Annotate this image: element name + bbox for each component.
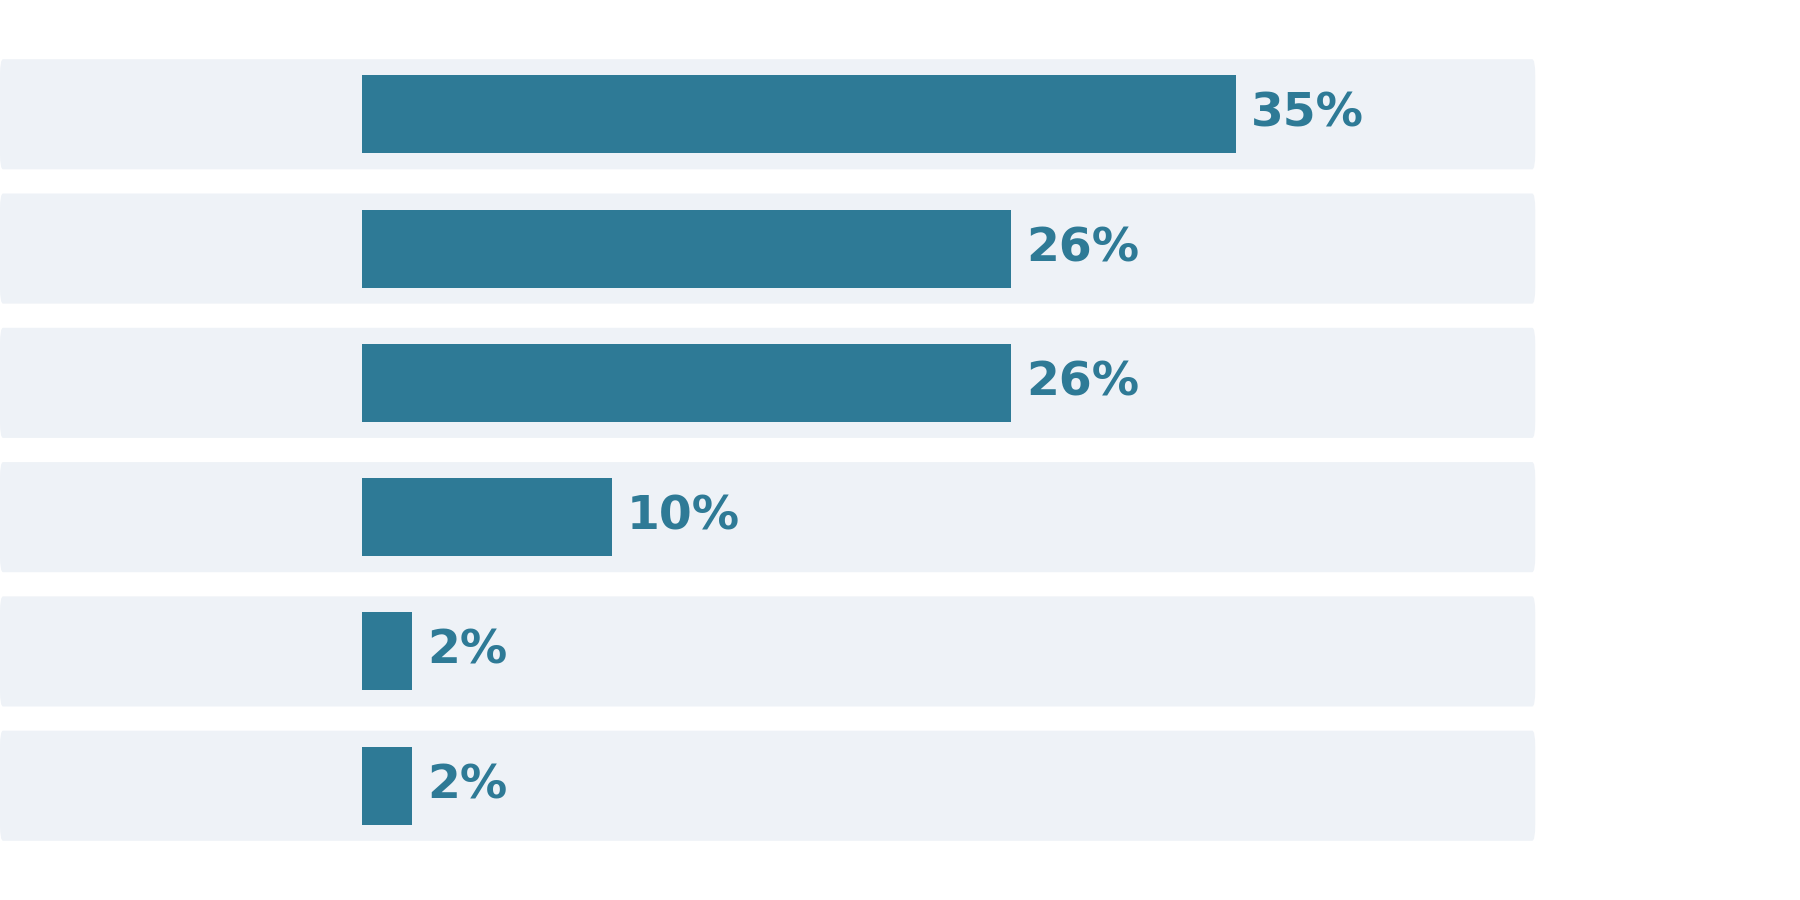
FancyBboxPatch shape: [0, 328, 1535, 438]
Bar: [362, 478, 612, 556]
Text: 10%: 10%: [626, 495, 740, 540]
FancyBboxPatch shape: [0, 731, 1535, 841]
Bar: [362, 344, 1012, 422]
Text: 2%: 2%: [427, 629, 508, 674]
FancyBboxPatch shape: [0, 462, 1535, 572]
Bar: [362, 747, 412, 824]
FancyBboxPatch shape: [0, 194, 1535, 303]
FancyBboxPatch shape: [0, 597, 1535, 706]
Text: 26%: 26%: [1026, 360, 1139, 405]
Bar: [362, 210, 1012, 287]
FancyBboxPatch shape: [0, 59, 1535, 169]
Text: 26%: 26%: [1026, 226, 1139, 271]
Text: 2%: 2%: [427, 763, 508, 808]
Bar: [362, 613, 412, 690]
Bar: [362, 76, 1235, 153]
Text: 35%: 35%: [1251, 92, 1364, 137]
